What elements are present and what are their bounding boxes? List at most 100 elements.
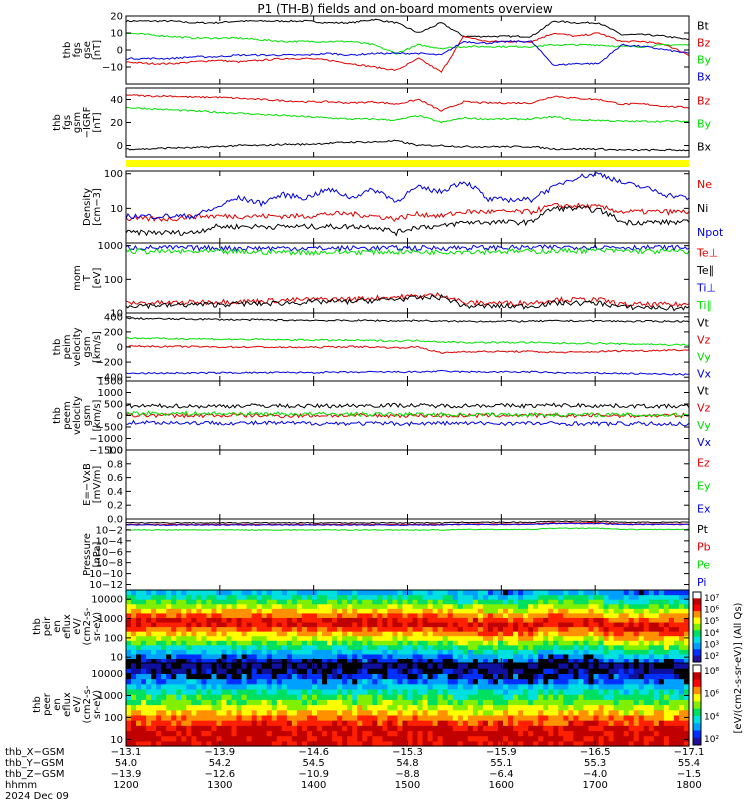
- spectrogram-cell: [427, 663, 434, 669]
- spectrogram-cell: [246, 608, 253, 614]
- spectrogram-cell: [161, 678, 167, 685]
- spectrogram-cell: [608, 668, 615, 674]
- spectrogram-cell: [653, 653, 660, 660]
- spectrogram-cell: [296, 631, 303, 637]
- spectrogram-cell: [523, 621, 529, 628]
- spectrogram-cell: [266, 621, 273, 628]
- panel-frame: [125, 15, 690, 85]
- spectrogram-cell: [206, 594, 213, 600]
- spectrogram-cell: [357, 714, 363, 721]
- spectrogram-cell: [322, 709, 328, 716]
- spectrogram-cell: [427, 704, 434, 711]
- spectrogram-cell: [618, 704, 625, 711]
- spectrogram-cell: [477, 617, 484, 623]
- spectrogram-cell: [261, 621, 268, 628]
- spectrogram-cell: [457, 688, 464, 695]
- spectrogram-cell: [412, 649, 419, 655]
- spectrogram-cell: [578, 658, 585, 664]
- spectrogram-cell: [462, 735, 469, 742]
- spectrogram-cell: [653, 649, 660, 655]
- spectrogram-cell: [161, 725, 167, 732]
- spectrogram-cell: [367, 603, 373, 609]
- spectrogram-cell: [633, 626, 640, 632]
- spectrogram-cell: [553, 653, 559, 660]
- spectrogram-cell: [261, 673, 268, 680]
- spectrogram-cell: [141, 668, 147, 674]
- spectrogram-cell: [236, 644, 243, 650]
- spectrogram-cell: [658, 735, 665, 742]
- spectrogram-cell: [518, 590, 524, 596]
- spectrogram-cell: [387, 725, 394, 732]
- spectrogram-cell: [462, 688, 469, 695]
- spectrogram-cell: [306, 603, 313, 609]
- spectrogram-cell: [598, 635, 605, 641]
- spectrogram-cell: [342, 626, 348, 632]
- spectrogram-cell: [206, 740, 213, 747]
- spectrogram-cell: [141, 603, 147, 609]
- spectrogram-cell: [357, 590, 363, 596]
- spectrogram-cell: [322, 649, 328, 655]
- spectrogram-cell: [362, 720, 368, 726]
- spectrogram-cell: [462, 668, 469, 674]
- spectrogram-cell: [558, 608, 564, 614]
- spectrogram-cell: [638, 640, 645, 646]
- spectrogram-cell: [322, 714, 328, 721]
- spectrogram-cell: [261, 631, 268, 637]
- spectrogram-cell: [533, 730, 539, 737]
- spectrogram-cell: [492, 631, 499, 637]
- spectrogram-cell: [276, 599, 283, 605]
- spectrogram-cell: [171, 621, 177, 628]
- spectrogram-cell: [251, 694, 258, 700]
- spectrogram-cell: [322, 621, 328, 628]
- spectrogram-cell: [306, 590, 313, 596]
- spectrogram-cell: [653, 704, 660, 711]
- spectrogram-cell: [301, 673, 308, 680]
- status-bar: [126, 160, 689, 167]
- y-axis-label: peer: [42, 692, 53, 716]
- spectrogram-cell: [658, 649, 665, 655]
- spectrogram-cell: [608, 678, 615, 685]
- spectrogram-cell: [392, 599, 399, 605]
- spectrogram-cell: [206, 640, 213, 646]
- spectrogram-cell: [648, 740, 655, 747]
- spectrogram-cell: [528, 725, 534, 732]
- spectrogram-cell: [518, 683, 524, 690]
- spectrogram-cell: [311, 683, 318, 690]
- spectrogram-cell: [613, 590, 620, 596]
- spectrogram-cell: [508, 590, 514, 596]
- spectrogram-cell: [402, 678, 409, 685]
- spectrogram-cell: [422, 631, 429, 637]
- spectrogram-cell: [487, 621, 494, 628]
- spectrogram-cell: [296, 720, 303, 726]
- spectrogram-cell: [663, 617, 670, 623]
- spectrogram-cell: [301, 653, 308, 660]
- spectrogram-cell: [131, 612, 137, 618]
- spectrogram-cell: [412, 594, 419, 600]
- spectrogram-cell: [352, 663, 358, 669]
- spectrogram-cell: [472, 714, 479, 721]
- spectrogram-cell: [452, 631, 459, 637]
- spectrogram-cell: [372, 730, 378, 737]
- spectrogram-cell: [538, 720, 544, 726]
- spectrogram-cell: [156, 720, 162, 726]
- spectrogram-cell: [131, 688, 137, 695]
- spectrogram-cell: [392, 678, 399, 685]
- spectrogram-cell: [241, 658, 248, 664]
- series-line-Bx: [126, 40, 690, 66]
- spectrogram-cell: [628, 699, 635, 706]
- spectrogram-cell: [543, 673, 549, 680]
- spectrogram-cell: [638, 699, 645, 706]
- spectrogram-cell: [276, 730, 283, 737]
- spectrogram-cell: [678, 694, 685, 700]
- spectrogram-cell: [683, 678, 690, 685]
- spectrogram-cell: [653, 635, 660, 641]
- series-line-Bz: [125, 93, 690, 112]
- spectrogram-cell: [437, 626, 444, 632]
- spectrogram-cell: [638, 668, 645, 674]
- spectrogram-cell: [638, 678, 645, 685]
- spectrogram-cell: [251, 640, 258, 646]
- spectrogram-cell: [306, 649, 313, 655]
- spectrogram-cell: [653, 617, 660, 623]
- spectrogram-cell: [623, 590, 630, 596]
- spectrogram-cell: [221, 668, 228, 674]
